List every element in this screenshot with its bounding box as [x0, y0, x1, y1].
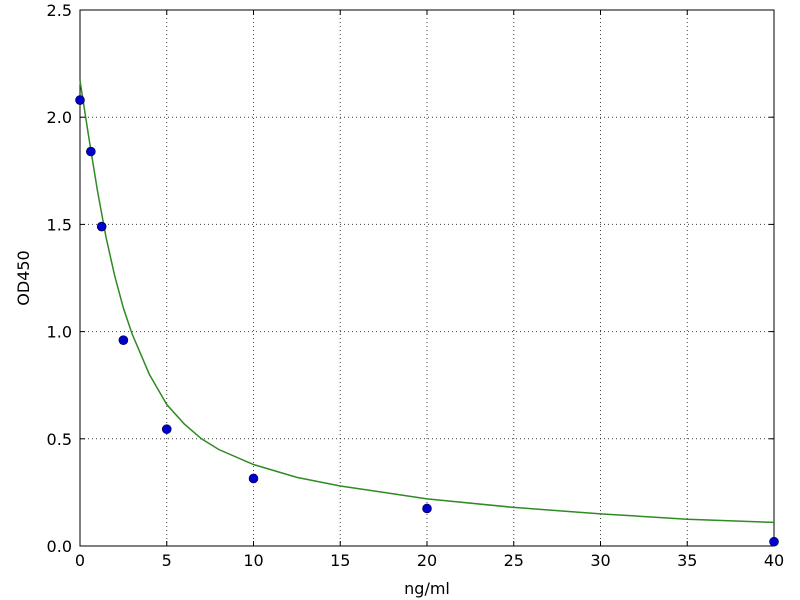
y-tick-label: 1.0 — [47, 323, 72, 342]
data-point — [769, 536, 779, 547]
x-tick-label: 15 — [330, 551, 350, 570]
x-tick-label: 40 — [764, 551, 784, 570]
y-tick-label: 0.5 — [47, 430, 72, 449]
x-tick-label: 5 — [162, 551, 172, 570]
data-point — [248, 473, 259, 484]
data-point — [86, 146, 96, 157]
x-axis-tick-labels: 0 5 10 15 20 25 30 35 40 — [75, 551, 784, 570]
data-point — [422, 503, 432, 514]
data-point — [118, 335, 129, 345]
x-tick-label: 20 — [417, 551, 437, 570]
y-tick-label: 1.5 — [47, 215, 72, 234]
x-axis-label: ng/ml — [404, 579, 450, 598]
y-axis-tick-labels: 0.0 0.5 1.0 1.5 2.0 2.5 — [47, 1, 72, 556]
y-tick-label: 0.0 — [47, 537, 72, 556]
data-point — [75, 95, 85, 105]
x-tick-label: 0 — [75, 551, 85, 570]
x-tick-label: 30 — [590, 551, 610, 570]
grid-lines — [80, 10, 774, 546]
x-tick-label: 25 — [504, 551, 524, 570]
y-tick-label: 2.5 — [47, 1, 72, 20]
data-point — [96, 221, 107, 232]
x-tick-label: 10 — [243, 551, 263, 570]
x-tick-label: 35 — [677, 551, 697, 570]
series-layer — [75, 80, 779, 547]
y-tick-label: 2.0 — [47, 108, 72, 127]
fit-curve-line — [79, 80, 775, 524]
data-point — [161, 424, 172, 434]
y-axis-label: OD450 — [14, 250, 33, 305]
